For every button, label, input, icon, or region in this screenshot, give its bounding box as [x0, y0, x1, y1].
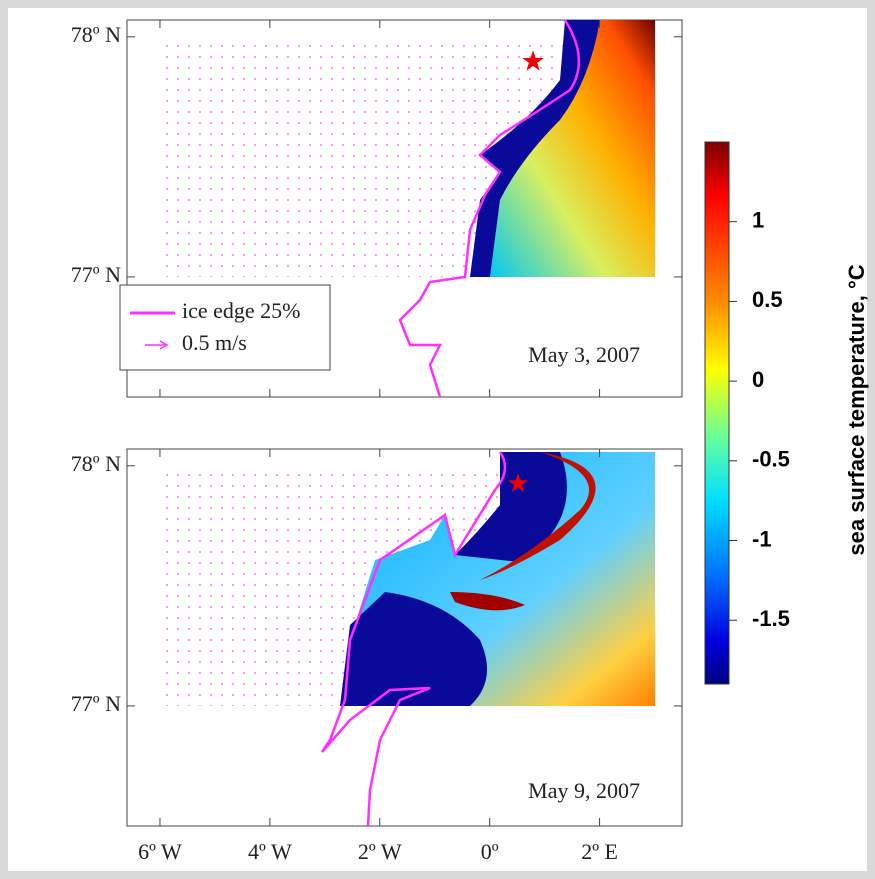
x-tick-label: 4º W	[248, 839, 292, 864]
colorbar-tick-label: 1	[752, 208, 764, 233]
colorbar-tick-label: -1	[752, 526, 772, 551]
sst-cold	[340, 592, 488, 706]
colorbar-label: sea surface temperature, °C	[844, 264, 869, 555]
legend	[119, 284, 331, 371]
sst-cold	[455, 452, 567, 562]
x-tick-label: 2º E	[581, 839, 618, 864]
ice-edge	[398, 19, 581, 398]
colorbar-tick-label: 0	[752, 367, 764, 392]
sst-field	[490, 20, 655, 277]
x-tick-label: 6º W	[138, 839, 182, 864]
star: ★	[506, 469, 529, 498]
legend-label: 0.5 m/s	[182, 330, 247, 355]
panel-bottom: ★ May 9, 2007	[126, 448, 683, 827]
sst-warm	[450, 592, 525, 611]
y-tick-label: 77º N	[71, 262, 121, 287]
colorbar-tick-label: 0.5	[752, 287, 783, 312]
sst-cold	[470, 20, 600, 277]
legend-arrow-head	[159, 340, 169, 350]
colorbar-tick-label: -0.5	[752, 447, 790, 472]
y-tick-label: 78º N	[71, 451, 121, 476]
date-label: May 3, 2007	[528, 342, 640, 367]
colorbar	[704, 141, 730, 685]
date-label: May 9, 2007	[528, 778, 640, 803]
ice-edge	[320, 451, 507, 827]
panel-top: ★ ice edge 25% 0.5 m/s May 3, 2007	[119, 19, 683, 398]
x-tick-label: 2º W	[358, 839, 402, 864]
y-tick-label: 78º N	[71, 22, 121, 47]
colorbar-tick-label: -1.5	[752, 606, 790, 631]
x-tick-label: 0º	[481, 839, 499, 864]
y-tick-label: 77º N	[71, 691, 121, 716]
legend-label: ice edge 25%	[182, 298, 301, 323]
star: ★	[520, 46, 545, 77]
